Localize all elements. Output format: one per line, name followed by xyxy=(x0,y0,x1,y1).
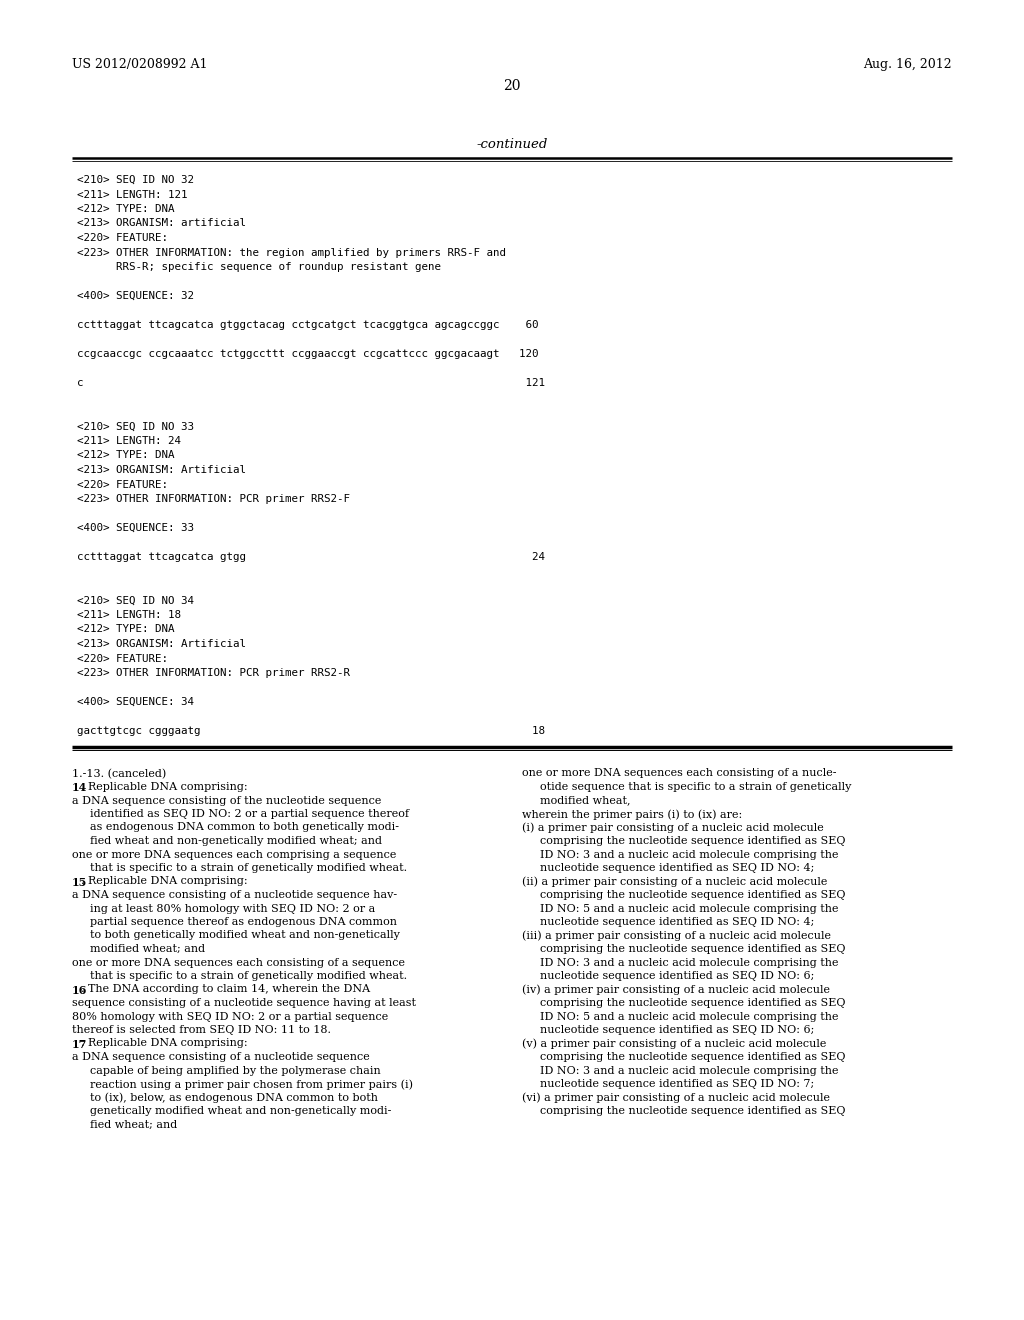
Text: identified as SEQ ID NO: 2 or a partial sequence thereof: identified as SEQ ID NO: 2 or a partial … xyxy=(90,809,409,818)
Text: <400> SEQUENCE: 33: <400> SEQUENCE: 33 xyxy=(77,523,194,533)
Text: one or more DNA sequences each consisting of a sequence: one or more DNA sequences each consistin… xyxy=(72,957,406,968)
Text: to both genetically modified wheat and non-genetically: to both genetically modified wheat and n… xyxy=(90,931,400,940)
Text: <211> LENGTH: 24: <211> LENGTH: 24 xyxy=(77,436,181,446)
Text: <213> ORGANISM: Artificial: <213> ORGANISM: Artificial xyxy=(77,639,246,649)
Text: comprising the nucleotide sequence identified as SEQ: comprising the nucleotide sequence ident… xyxy=(540,1052,846,1063)
Text: otide sequence that is specific to a strain of genetically: otide sequence that is specific to a str… xyxy=(540,781,851,792)
Text: nucleotide sequence identified as SEQ ID NO: 6;: nucleotide sequence identified as SEQ ID… xyxy=(540,972,814,981)
Text: . The DNA according to claim 14, wherein the DNA: . The DNA according to claim 14, wherein… xyxy=(81,985,370,994)
Text: capable of being amplified by the polymerase chain: capable of being amplified by the polyme… xyxy=(90,1065,381,1076)
Text: sequence consisting of a nucleotide sequence having at least: sequence consisting of a nucleotide sequ… xyxy=(72,998,416,1008)
Text: (v) a primer pair consisting of a nucleic acid molecule: (v) a primer pair consisting of a nuclei… xyxy=(522,1039,826,1049)
Text: <210> SEQ ID NO 34: <210> SEQ ID NO 34 xyxy=(77,595,194,606)
Text: <223> OTHER INFORMATION: PCR primer RRS2-R: <223> OTHER INFORMATION: PCR primer RRS2… xyxy=(77,668,350,678)
Text: <400> SEQUENCE: 32: <400> SEQUENCE: 32 xyxy=(77,290,194,301)
Text: US 2012/0208992 A1: US 2012/0208992 A1 xyxy=(72,58,208,71)
Text: <213> ORGANISM: artificial: <213> ORGANISM: artificial xyxy=(77,219,246,228)
Text: (iii) a primer pair consisting of a nucleic acid molecule: (iii) a primer pair consisting of a nucl… xyxy=(522,931,831,941)
Text: 80% homology with SEQ ID NO: 2 or a partial sequence: 80% homology with SEQ ID NO: 2 or a part… xyxy=(72,1011,388,1022)
Text: RRS-R; specific sequence of roundup resistant gene: RRS-R; specific sequence of roundup resi… xyxy=(77,261,441,272)
Text: <223> OTHER INFORMATION: PCR primer RRS2-F: <223> OTHER INFORMATION: PCR primer RRS2… xyxy=(77,494,350,504)
Text: modified wheat,: modified wheat, xyxy=(540,796,631,805)
Text: thereof is selected from SEQ ID NO: 11 to 18.: thereof is selected from SEQ ID NO: 11 t… xyxy=(72,1026,331,1035)
Text: comprising the nucleotide sequence identified as SEQ: comprising the nucleotide sequence ident… xyxy=(540,1106,846,1115)
Text: ID NO: 5 and a nucleic acid molecule comprising the: ID NO: 5 and a nucleic acid molecule com… xyxy=(540,1011,839,1022)
Text: c                                                                    121: c 121 xyxy=(77,378,545,388)
Text: cctttaggat ttcagcatca gtgg                                            24: cctttaggat ttcagcatca gtgg 24 xyxy=(77,552,545,562)
Text: reaction using a primer pair chosen from primer pairs (i): reaction using a primer pair chosen from… xyxy=(90,1078,413,1089)
Text: (i) a primer pair consisting of a nucleic acid molecule: (i) a primer pair consisting of a nuclei… xyxy=(522,822,823,833)
Text: nucleotide sequence identified as SEQ ID NO: 6;: nucleotide sequence identified as SEQ ID… xyxy=(540,1026,814,1035)
Text: ID NO: 5 and a nucleic acid molecule comprising the: ID NO: 5 and a nucleic acid molecule com… xyxy=(540,903,839,913)
Text: <213> ORGANISM: Artificial: <213> ORGANISM: Artificial xyxy=(77,465,246,475)
Text: 15: 15 xyxy=(72,876,87,887)
Text: 1.-13. (canceled): 1.-13. (canceled) xyxy=(72,768,166,779)
Text: <211> LENGTH: 18: <211> LENGTH: 18 xyxy=(77,610,181,620)
Text: comprising the nucleotide sequence identified as SEQ: comprising the nucleotide sequence ident… xyxy=(540,836,846,846)
Text: that is specific to a strain of genetically modified wheat.: that is specific to a strain of genetica… xyxy=(90,972,408,981)
Text: (ii) a primer pair consisting of a nucleic acid molecule: (ii) a primer pair consisting of a nucle… xyxy=(522,876,827,887)
Text: 20: 20 xyxy=(503,79,521,92)
Text: fied wheat and non-genetically modified wheat; and: fied wheat and non-genetically modified … xyxy=(90,836,382,846)
Text: <220> FEATURE:: <220> FEATURE: xyxy=(77,234,168,243)
Text: partial sequence thereof as endogenous DNA common: partial sequence thereof as endogenous D… xyxy=(90,917,397,927)
Text: Aug. 16, 2012: Aug. 16, 2012 xyxy=(863,58,952,71)
Text: comprising the nucleotide sequence identified as SEQ: comprising the nucleotide sequence ident… xyxy=(540,998,846,1008)
Text: a DNA sequence consisting of a nucleotide sequence: a DNA sequence consisting of a nucleotid… xyxy=(72,1052,370,1063)
Text: . Replicable DNA comprising:: . Replicable DNA comprising: xyxy=(81,876,248,887)
Text: ID NO: 3 and a nucleic acid molecule comprising the: ID NO: 3 and a nucleic acid molecule com… xyxy=(540,850,839,859)
Text: to (ix), below, as endogenous DNA common to both: to (ix), below, as endogenous DNA common… xyxy=(90,1093,378,1104)
Text: comprising the nucleotide sequence identified as SEQ: comprising the nucleotide sequence ident… xyxy=(540,890,846,900)
Text: <220> FEATURE:: <220> FEATURE: xyxy=(77,653,168,664)
Text: ID NO: 3 and a nucleic acid molecule comprising the: ID NO: 3 and a nucleic acid molecule com… xyxy=(540,1065,839,1076)
Text: as endogenous DNA common to both genetically modi-: as endogenous DNA common to both genetic… xyxy=(90,822,399,833)
Text: nucleotide sequence identified as SEQ ID NO: 7;: nucleotide sequence identified as SEQ ID… xyxy=(540,1078,814,1089)
Text: <212> TYPE: DNA: <212> TYPE: DNA xyxy=(77,205,174,214)
Text: <210> SEQ ID NO 32: <210> SEQ ID NO 32 xyxy=(77,176,194,185)
Text: a DNA sequence consisting of a nucleotide sequence hav-: a DNA sequence consisting of a nucleotid… xyxy=(72,890,397,900)
Text: <211> LENGTH: 121: <211> LENGTH: 121 xyxy=(77,190,187,199)
Text: (vi) a primer pair consisting of a nucleic acid molecule: (vi) a primer pair consisting of a nucle… xyxy=(522,1093,830,1104)
Text: 16: 16 xyxy=(72,985,87,995)
Text: <212> TYPE: DNA: <212> TYPE: DNA xyxy=(77,624,174,635)
Text: . Replicable DNA comprising:: . Replicable DNA comprising: xyxy=(81,781,248,792)
Text: one or more DNA sequences each consisting of a nucle-: one or more DNA sequences each consistin… xyxy=(522,768,837,779)
Text: <400> SEQUENCE: 34: <400> SEQUENCE: 34 xyxy=(77,697,194,708)
Text: modified wheat; and: modified wheat; and xyxy=(90,944,205,954)
Text: nucleotide sequence identified as SEQ ID NO: 4;: nucleotide sequence identified as SEQ ID… xyxy=(540,863,814,873)
Text: that is specific to a strain of genetically modified wheat.: that is specific to a strain of genetica… xyxy=(90,863,408,873)
Text: -continued: -continued xyxy=(476,139,548,150)
Text: ing at least 80% homology with SEQ ID NO: 2 or a: ing at least 80% homology with SEQ ID NO… xyxy=(90,903,375,913)
Text: <220> FEATURE:: <220> FEATURE: xyxy=(77,479,168,490)
Text: cctttaggat ttcagcatca gtggctacag cctgcatgct tcacggtgca agcagccggc    60: cctttaggat ttcagcatca gtggctacag cctgcat… xyxy=(77,319,539,330)
Text: fied wheat; and: fied wheat; and xyxy=(90,1119,177,1130)
Text: <210> SEQ ID NO 33: <210> SEQ ID NO 33 xyxy=(77,421,194,432)
Text: ccgcaaccgc ccgcaaatcc tctggccttt ccggaaccgt ccgcattccc ggcgacaagt   120: ccgcaaccgc ccgcaaatcc tctggccttt ccggaac… xyxy=(77,348,539,359)
Text: (iv) a primer pair consisting of a nucleic acid molecule: (iv) a primer pair consisting of a nucle… xyxy=(522,985,830,995)
Text: nucleotide sequence identified as SEQ ID NO: 4;: nucleotide sequence identified as SEQ ID… xyxy=(540,917,814,927)
Text: <223> OTHER INFORMATION: the region amplified by primers RRS-F and: <223> OTHER INFORMATION: the region ampl… xyxy=(77,248,506,257)
Text: a DNA sequence consisting of the nucleotide sequence: a DNA sequence consisting of the nucleot… xyxy=(72,796,381,805)
Text: 17: 17 xyxy=(72,1039,87,1049)
Text: gacttgtcgc cgggaatg                                                   18: gacttgtcgc cgggaatg 18 xyxy=(77,726,545,737)
Text: wherein the primer pairs (i) to (ix) are:: wherein the primer pairs (i) to (ix) are… xyxy=(522,809,742,820)
Text: genetically modified wheat and non-genetically modi-: genetically modified wheat and non-genet… xyxy=(90,1106,391,1115)
Text: one or more DNA sequences each comprising a sequence: one or more DNA sequences each comprisin… xyxy=(72,850,396,859)
Text: <212> TYPE: DNA: <212> TYPE: DNA xyxy=(77,450,174,461)
Text: comprising the nucleotide sequence identified as SEQ: comprising the nucleotide sequence ident… xyxy=(540,944,846,954)
Text: . Replicable DNA comprising:: . Replicable DNA comprising: xyxy=(81,1039,248,1048)
Text: 14: 14 xyxy=(72,781,87,793)
Text: ID NO: 3 and a nucleic acid molecule comprising the: ID NO: 3 and a nucleic acid molecule com… xyxy=(540,957,839,968)
